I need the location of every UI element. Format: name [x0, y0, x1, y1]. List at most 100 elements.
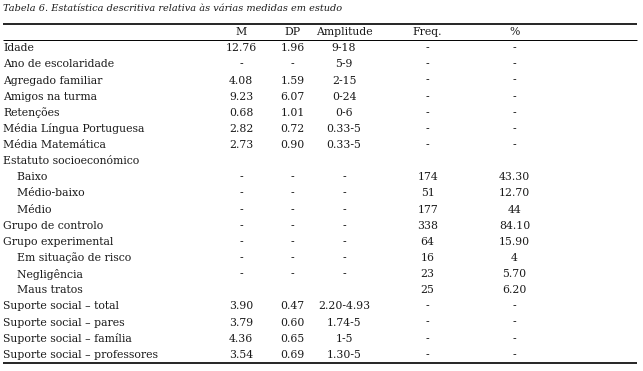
Text: Suporte social – família: Suporte social – família: [3, 333, 132, 344]
Text: 4.36: 4.36: [229, 334, 253, 344]
Text: -: -: [239, 188, 243, 198]
Text: Suporte social – total: Suporte social – total: [3, 301, 119, 311]
Text: -: -: [239, 237, 243, 247]
Text: 2.82: 2.82: [229, 124, 253, 134]
Text: 43.30: 43.30: [499, 173, 530, 183]
Text: -: -: [426, 350, 430, 360]
Text: Tabela 6. Estatística descritiva relativa às várias medidas em estudo: Tabela 6. Estatística descritiva relativ…: [3, 4, 342, 13]
Text: 5.70: 5.70: [502, 269, 527, 279]
Text: 15.90: 15.90: [499, 237, 530, 247]
Text: 3.54: 3.54: [229, 350, 253, 360]
Text: 0.33-5: 0.33-5: [327, 140, 361, 150]
Text: Ano de escolaridade: Ano de escolaridade: [3, 59, 114, 69]
Text: -: -: [512, 334, 516, 344]
Text: -: -: [291, 173, 294, 183]
Text: Agregado familiar: Agregado familiar: [3, 76, 103, 86]
Text: -: -: [512, 92, 516, 102]
Text: 0.90: 0.90: [280, 140, 305, 150]
Text: 23: 23: [421, 269, 435, 279]
Text: Amigos na turma: Amigos na turma: [3, 92, 97, 102]
Text: -: -: [512, 140, 516, 150]
Text: 6.07: 6.07: [280, 92, 305, 102]
Text: -: -: [239, 204, 243, 214]
Text: 16: 16: [421, 253, 435, 263]
Text: -: -: [512, 43, 516, 53]
Text: 9-18: 9-18: [332, 43, 356, 53]
Text: -: -: [239, 269, 243, 279]
Text: -: -: [512, 124, 516, 134]
Text: Estatuto socioeconómico: Estatuto socioeconómico: [3, 156, 140, 166]
Text: 12.76: 12.76: [226, 43, 257, 53]
Text: 338: 338: [417, 221, 438, 231]
Text: Média Matemática: Média Matemática: [3, 140, 106, 150]
Text: -: -: [426, 124, 430, 134]
Text: -: -: [342, 221, 346, 231]
Text: 6.20: 6.20: [502, 285, 527, 295]
Text: 0-24: 0-24: [332, 92, 356, 102]
Text: -: -: [512, 350, 516, 360]
Text: -: -: [239, 59, 243, 69]
Text: 1.30-5: 1.30-5: [327, 350, 361, 360]
Text: -: -: [342, 188, 346, 198]
Text: 174: 174: [417, 173, 438, 183]
Text: -: -: [426, 318, 430, 328]
Text: DP: DP: [284, 27, 301, 37]
Text: Freq.: Freq.: [413, 27, 442, 37]
Text: -: -: [426, 43, 430, 53]
Text: Baixo: Baixo: [3, 173, 48, 183]
Text: 1.96: 1.96: [280, 43, 305, 53]
Text: 1-5: 1-5: [335, 334, 353, 344]
Text: -: -: [512, 108, 516, 118]
Text: -: -: [291, 253, 294, 263]
Text: Grupo experimental: Grupo experimental: [3, 237, 114, 247]
Text: 0.72: 0.72: [280, 124, 305, 134]
Text: 1.01: 1.01: [280, 108, 305, 118]
Text: -: -: [426, 334, 430, 344]
Text: Suporte social – pares: Suporte social – pares: [3, 318, 125, 328]
Text: M: M: [235, 27, 247, 37]
Text: -: -: [291, 188, 294, 198]
Text: -: -: [291, 221, 294, 231]
Text: Negligência: Negligência: [3, 269, 83, 280]
Text: 9.23: 9.23: [229, 92, 253, 102]
Text: Em situação de risco: Em situação de risco: [3, 253, 131, 263]
Text: -: -: [426, 140, 430, 150]
Text: -: -: [291, 204, 294, 214]
Text: 177: 177: [417, 204, 438, 214]
Text: -: -: [512, 59, 516, 69]
Text: -: -: [342, 204, 346, 214]
Text: -: -: [342, 173, 346, 183]
Text: Retenções: Retenções: [3, 108, 60, 118]
Text: 2-15: 2-15: [332, 76, 356, 86]
Text: -: -: [426, 301, 430, 311]
Text: 25: 25: [421, 285, 435, 295]
Text: 1.74-5: 1.74-5: [327, 318, 361, 328]
Text: 0.60: 0.60: [280, 318, 305, 328]
Text: Médio: Médio: [3, 204, 51, 214]
Text: 84.10: 84.10: [499, 221, 530, 231]
Text: -: -: [512, 301, 516, 311]
Text: 2.73: 2.73: [229, 140, 253, 150]
Text: 0.33-5: 0.33-5: [327, 124, 361, 134]
Text: 64: 64: [421, 237, 435, 247]
Text: 2.20-4.93: 2.20-4.93: [318, 301, 370, 311]
Text: Suporte social – professores: Suporte social – professores: [3, 350, 158, 360]
Text: 12.70: 12.70: [499, 188, 530, 198]
Text: 4.08: 4.08: [229, 76, 253, 86]
Text: 3.90: 3.90: [229, 301, 253, 311]
Text: 0.65: 0.65: [280, 334, 305, 344]
Text: 0.68: 0.68: [229, 108, 253, 118]
Text: Idade: Idade: [3, 43, 34, 53]
Text: -: -: [426, 59, 430, 69]
Text: -: -: [239, 221, 243, 231]
Text: 51: 51: [421, 188, 435, 198]
Text: 0-6: 0-6: [335, 108, 353, 118]
Text: %: %: [509, 27, 520, 37]
Text: Amplitude: Amplitude: [316, 27, 372, 37]
Text: 5-9: 5-9: [335, 59, 353, 69]
Text: -: -: [426, 92, 430, 102]
Text: -: -: [512, 318, 516, 328]
Text: 44: 44: [507, 204, 521, 214]
Text: -: -: [291, 59, 294, 69]
Text: -: -: [239, 253, 243, 263]
